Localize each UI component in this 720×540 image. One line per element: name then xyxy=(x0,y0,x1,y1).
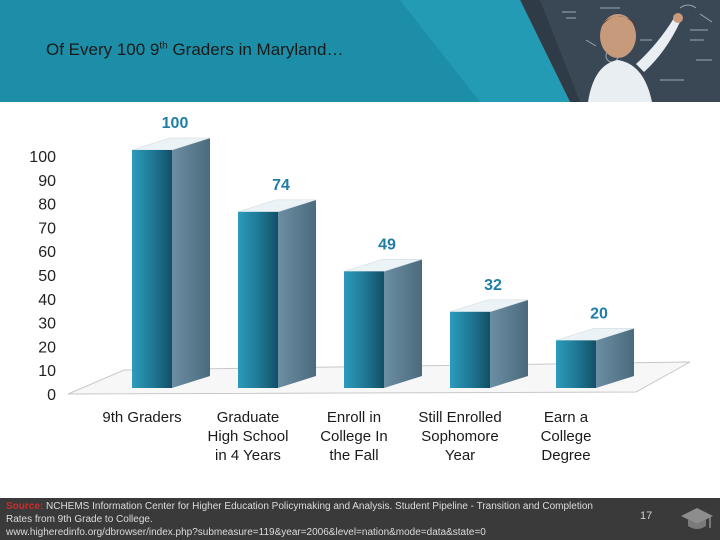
y-axis: 0 10 20 30 40 50 60 70 80 90 100 xyxy=(29,149,56,404)
x-tick-label-line: College xyxy=(541,428,592,445)
source-text: NCHEMS Information Center for Higher Edu… xyxy=(6,501,593,525)
header-graphic xyxy=(0,0,720,102)
y-tick-label: 70 xyxy=(38,220,56,237)
y-tick-label: 80 xyxy=(38,197,56,214)
x-tick-label: Graduate High School in 4 Years xyxy=(208,409,289,464)
page-number: 17 xyxy=(640,510,653,522)
y-tick-label: 10 xyxy=(38,363,56,380)
bar xyxy=(449,299,529,388)
title-text-end: Graders in Maryland… xyxy=(167,40,344,59)
value-labels: 100 74 49 32 20 xyxy=(162,115,608,322)
bar xyxy=(343,259,423,388)
x-tick-label: Enroll in College In the Fall xyxy=(320,409,388,464)
bar-value-label: 32 xyxy=(484,277,502,294)
bar-front xyxy=(132,150,172,388)
bar-front xyxy=(344,271,384,388)
bar-value-label: 100 xyxy=(162,115,189,132)
x-tick-label-line: Still Enrolled xyxy=(418,409,501,426)
bar-front xyxy=(238,211,278,388)
bars xyxy=(131,137,635,388)
bar-front xyxy=(556,340,596,388)
bar xyxy=(555,328,635,388)
bar-value-label: 74 xyxy=(272,177,290,194)
y-tick-label: 40 xyxy=(38,292,56,309)
x-tick-label-line: Sophomore xyxy=(421,428,499,445)
bar-side xyxy=(384,259,422,388)
x-tick-label: 9th Graders xyxy=(102,409,181,426)
source-citation: Source: NCHEMS Information Center for Hi… xyxy=(6,500,606,539)
graduation-cap-icon xyxy=(681,508,713,529)
source-label: Source: xyxy=(6,501,44,512)
x-tick-label-line: Graduate xyxy=(217,409,280,426)
bar xyxy=(237,199,317,388)
x-tick-label: Earn a College Degree xyxy=(541,409,592,464)
x-tick-label-line: Degree xyxy=(541,447,590,464)
slide-title: Of Every 100 9th Graders in Maryland… xyxy=(46,40,343,60)
y-tick-label: 60 xyxy=(38,244,56,261)
x-tick-label-line: the Fall xyxy=(329,447,378,464)
bar-side xyxy=(278,199,316,388)
x-tick-label-line: in 4 Years xyxy=(215,447,281,464)
x-tick-label-line: 9th Graders xyxy=(102,409,181,426)
bar-side xyxy=(490,299,528,388)
title-superscript: th xyxy=(159,40,168,52)
bar-chart: 0 10 20 30 40 50 60 70 80 90 100 100 74 49 32 20 9th G… xyxy=(29,115,691,464)
x-tick-label-line: Enroll in xyxy=(327,409,381,426)
bar-value-label: 20 xyxy=(590,305,608,322)
slide-header: Of Every 100 9th Graders in Maryland… xyxy=(0,0,720,102)
y-tick-label: 100 xyxy=(29,149,56,166)
x-tick-label-line: Year xyxy=(445,447,475,464)
y-tick-label: 20 xyxy=(38,339,56,356)
x-tick-label: Still Enrolled Sophomore Year xyxy=(418,409,501,464)
source-url: www.higheredinfo.org/dbrowser/index.php?… xyxy=(6,527,486,538)
y-tick-label: 0 xyxy=(47,387,56,404)
footer-bar: Source: NCHEMS Information Center for Hi… xyxy=(0,498,720,540)
chalkboard-photo xyxy=(520,0,720,102)
y-tick-label: 50 xyxy=(38,268,56,285)
x-tick-label-line: Earn a xyxy=(544,409,589,426)
title-text: Of Every 100 9 xyxy=(46,40,160,59)
bar-side xyxy=(172,138,210,388)
bar-front xyxy=(450,311,490,388)
x-tick-label-line: High School xyxy=(208,428,289,445)
y-tick-label: 30 xyxy=(38,316,56,333)
x-tick-label-line: College In xyxy=(320,428,388,445)
bar-value-label: 49 xyxy=(378,236,396,253)
bar xyxy=(131,137,211,388)
y-tick-label: 90 xyxy=(38,173,56,190)
bar-side xyxy=(596,328,634,388)
x-axis-labels: 9th Graders Graduate High School in 4 Years… xyxy=(102,409,591,464)
